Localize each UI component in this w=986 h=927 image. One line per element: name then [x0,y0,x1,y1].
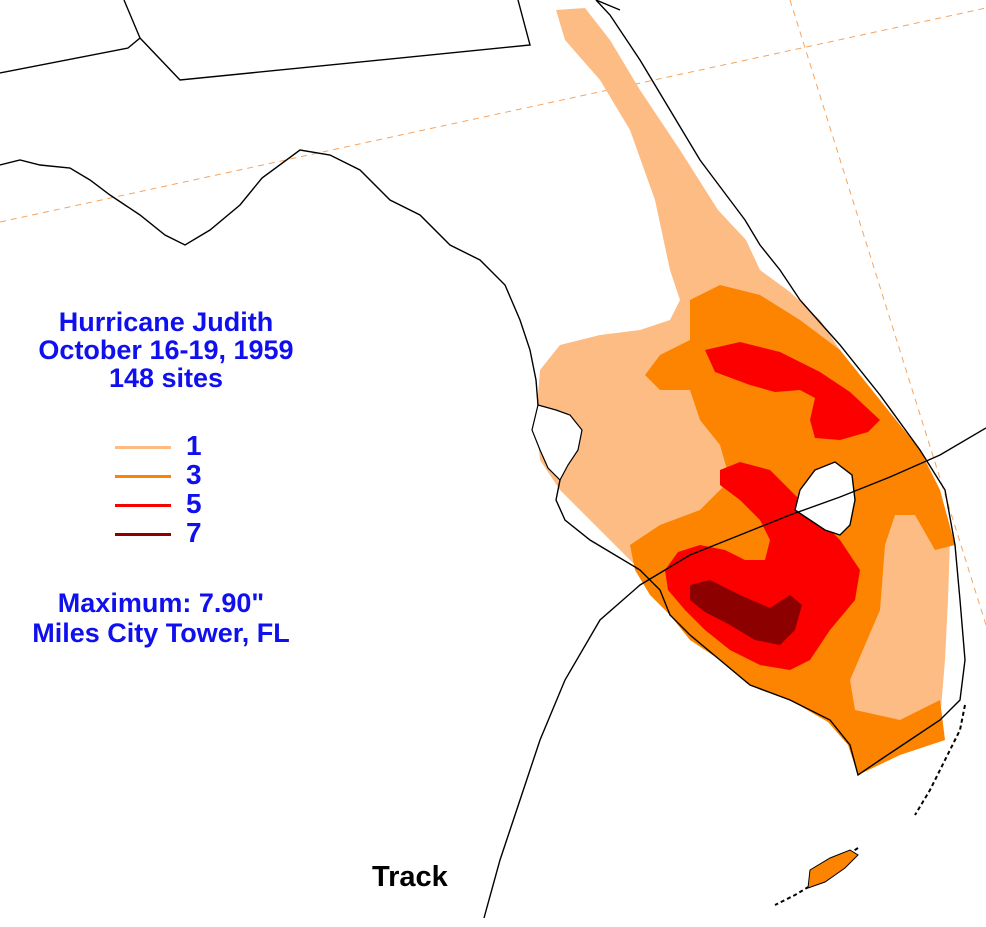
tampa-bay [531,404,583,481]
map-title: Hurricane Judith October 16-19, 1959 148… [0,308,332,392]
rainfall-legend: 1 3 5 7 [112,430,222,549]
key-islands [807,849,859,889]
title-dates: October 16-19, 1959 [38,335,294,365]
legend-swatch-1 [115,446,171,449]
legend-item-5: 5 [112,488,222,520]
legend-label-5: 5 [186,488,202,519]
title-site-count: 148 sites [108,363,224,393]
maximum-info: Maximum: 7.90" Miles City Tower, FL [0,588,322,648]
maximum-location: Miles City Tower, FL [32,618,290,648]
maximum-value: Maximum: 7.90" [57,588,265,618]
hurricane-track [483,427,986,919]
legend-swatch-3 [115,475,171,478]
legend-label-7: 7 [186,517,202,548]
graticule-lines [0,0,986,626]
state-borders [0,0,621,81]
coastline [0,0,966,777]
lake-okeechobee [794,461,856,536]
track-label: Track [372,861,448,893]
legend-item-7: 7 [112,517,222,549]
contour-7-inch [690,580,802,645]
legend-swatch-7 [115,533,171,536]
legend-item-3: 3 [112,459,222,491]
title-storm-name: Hurricane Judith [58,307,274,337]
legend-item-1: 1 [112,430,222,462]
legend-swatch-5 [115,504,171,507]
legend-label-1: 1 [186,430,202,461]
legend-label-3: 3 [186,459,202,490]
